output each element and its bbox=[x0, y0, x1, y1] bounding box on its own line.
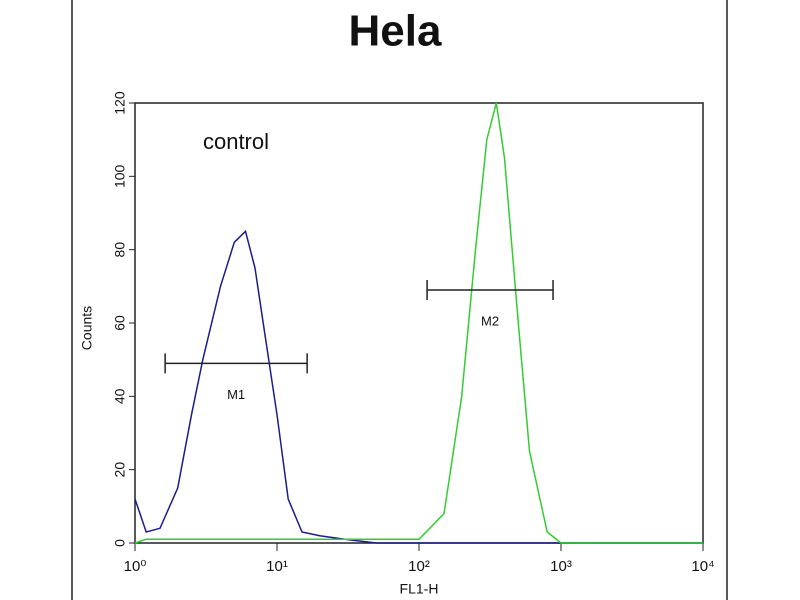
histogram-line bbox=[134, 229, 703, 544]
y-tick-label: 100 bbox=[112, 164, 128, 188]
y-tick-label: 80 bbox=[112, 242, 128, 258]
frame bbox=[71, 0, 728, 600]
y-tick-label: 60 bbox=[112, 315, 128, 331]
annotation: control bbox=[203, 129, 269, 154]
x-tick-label: 10¹ bbox=[266, 558, 288, 575]
gate-label: M1 bbox=[227, 387, 245, 402]
x-tick-label: 10⁴ bbox=[691, 558, 714, 575]
y-tick-label: 20 bbox=[112, 462, 128, 478]
gate-label: M2 bbox=[481, 313, 499, 328]
x-tick-label: 10³ bbox=[550, 558, 572, 575]
y-tick-label: 40 bbox=[112, 388, 128, 404]
chart-title: Hela bbox=[349, 7, 442, 56]
x-axis-label: FL1-H bbox=[400, 581, 439, 597]
y-tick-label: 0 bbox=[112, 539, 128, 547]
y-axis-label: Counts bbox=[79, 306, 95, 350]
histogram-line bbox=[134, 102, 703, 544]
x-tick-label: 10⁰ bbox=[124, 558, 147, 575]
x-tick-label: 10² bbox=[408, 558, 430, 575]
y-tick-label: 120 bbox=[112, 91, 128, 115]
